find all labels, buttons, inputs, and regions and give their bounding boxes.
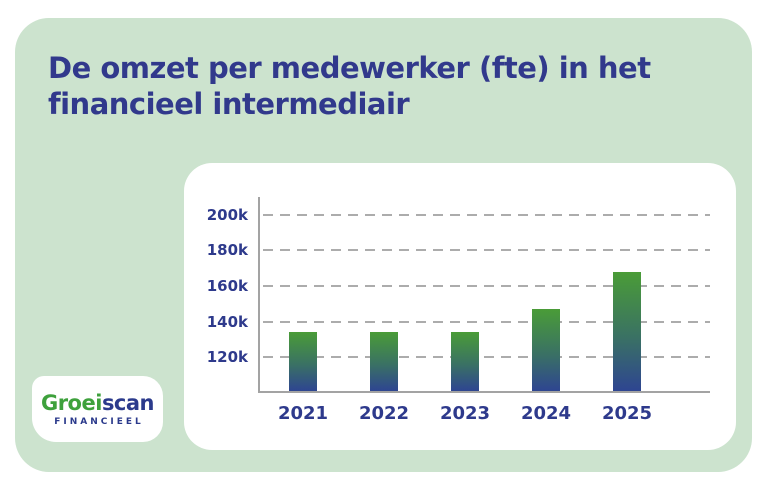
y-tick-label-160k: 160k xyxy=(206,277,248,296)
bar-2021 xyxy=(289,332,317,391)
x-tick-label-2023: 2023 xyxy=(439,403,491,424)
page-title-line1: De omzet per medewerker (fte) in het xyxy=(48,51,651,85)
gridline-160k xyxy=(263,285,710,288)
chart-card: 120k 140k 160k 180k 200k 2021 2022 2023 2024 2025 xyxy=(184,163,736,450)
bar-2023 xyxy=(451,332,479,391)
gridline-180k xyxy=(263,249,710,252)
logo-wordmark: Groeiscan xyxy=(40,390,155,415)
x-tick-label-2021: 2021 xyxy=(277,403,329,424)
y-tick-label-180k: 180k xyxy=(206,241,248,260)
page-title: De omzet per medewerker (fte) in het fina… xyxy=(48,50,668,122)
bar-2024 xyxy=(532,309,560,391)
gridline-120k xyxy=(263,356,710,359)
x-tick-label-2025: 2025 xyxy=(601,403,653,424)
bar-2022 xyxy=(370,332,398,391)
logo-text-groei: Groei xyxy=(40,390,102,415)
background-card: De omzet per medewerker (fte) in het fina… xyxy=(15,18,752,472)
y-tick-label-200k: 200k xyxy=(206,205,248,224)
bar-2025 xyxy=(613,271,641,391)
logo: Groeiscan FINANCIEEL xyxy=(32,376,163,442)
x-tick-label-2022: 2022 xyxy=(358,403,410,424)
logo-text-scan: scan xyxy=(101,390,155,415)
gridline-200k xyxy=(263,213,710,216)
logo-subtitle: FINANCIEEL xyxy=(54,416,144,427)
y-tick-label-140k: 140k xyxy=(206,312,248,331)
y-tick-label-120k: 120k xyxy=(206,348,248,367)
bar-chart: 120k 140k 160k 180k 200k 2021 2022 2023 2024 2025 xyxy=(207,197,710,424)
x-tick-label-2024: 2024 xyxy=(520,403,572,424)
gridline-140k xyxy=(263,320,710,323)
page-title-line2: financieel intermediair xyxy=(48,87,410,121)
